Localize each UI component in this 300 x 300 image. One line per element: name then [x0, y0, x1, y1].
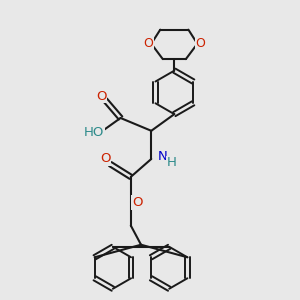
Text: O: O: [196, 37, 206, 50]
Text: N: N: [158, 150, 168, 163]
Text: HO: HO: [83, 126, 104, 139]
Text: O: O: [100, 152, 110, 166]
Text: H: H: [167, 156, 177, 169]
Text: O: O: [96, 90, 106, 103]
Text: O: O: [143, 37, 153, 50]
Text: O: O: [132, 196, 142, 209]
